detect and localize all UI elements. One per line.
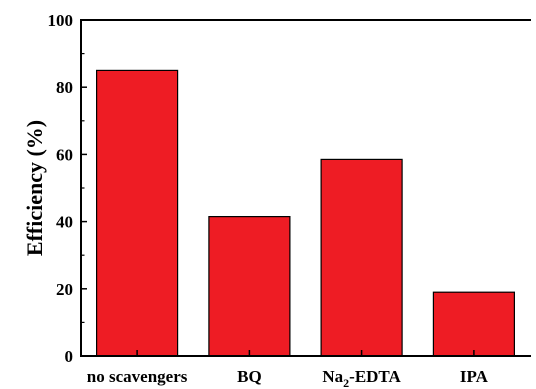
y-tick-label-20: 20 xyxy=(56,280,73,299)
y-axis-title-group: Efficiency (%) xyxy=(22,120,47,256)
bar-2 xyxy=(320,158,403,357)
y-tick-label-40: 40 xyxy=(56,213,73,232)
y-axis-title: Efficiency (%) xyxy=(22,120,47,256)
y-tick-label-60: 60 xyxy=(56,145,73,164)
x-category-label-2: Na2-EDTA xyxy=(322,367,401,389)
bar-0 xyxy=(95,69,179,357)
bars xyxy=(95,69,515,357)
x-category-label-0: no scavengers xyxy=(87,367,188,386)
y-tick-label-80: 80 xyxy=(56,78,73,97)
x-category-label-1: BQ xyxy=(237,367,262,386)
x-category-label-3: IPA xyxy=(460,367,489,386)
bar-1 xyxy=(208,216,291,357)
bar-3 xyxy=(432,291,515,357)
y-ticks: 0 20 40 60 80 100 xyxy=(48,11,87,366)
x-category-labels: no scavengers BQ Na2-EDTA IPA xyxy=(87,367,489,389)
y-tick-label-0: 0 xyxy=(65,347,74,366)
y-tick-label-100: 100 xyxy=(48,11,74,30)
